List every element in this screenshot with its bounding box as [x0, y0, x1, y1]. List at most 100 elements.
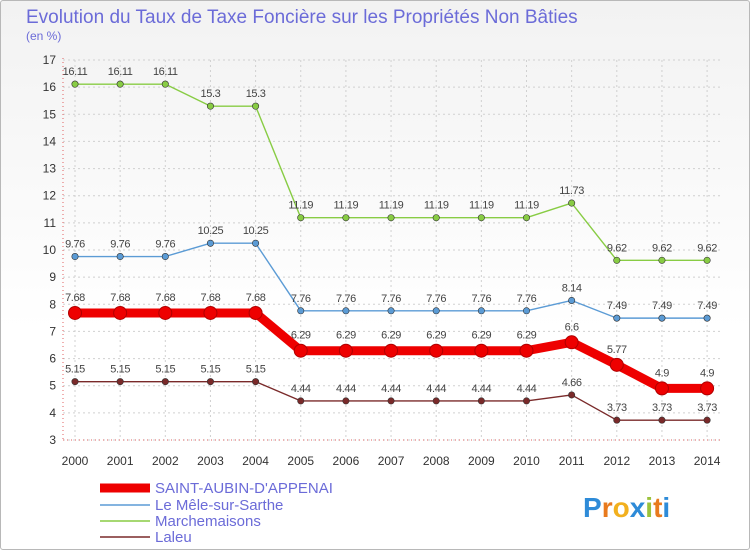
data-point — [568, 199, 576, 207]
data-label: 10.25 — [243, 225, 269, 237]
data-point — [71, 378, 79, 386]
y-tick-label: 10 — [43, 243, 57, 257]
data-label: 4.9 — [700, 367, 714, 379]
data-label: 15.3 — [246, 88, 266, 100]
x-tick-label: 2004 — [242, 454, 269, 468]
data-point — [342, 397, 350, 405]
series-2 — [71, 80, 711, 264]
data-label: 11.19 — [424, 200, 449, 212]
data-label: 6.29 — [336, 330, 356, 342]
data-label: 4.66 — [562, 377, 582, 389]
data-point — [71, 253, 79, 261]
data-point — [161, 378, 169, 386]
legend-label: SAINT-AUBIN-D'APPENAI — [155, 480, 333, 497]
data-label: 7.49 — [652, 300, 672, 312]
x-tick-label: 2013 — [649, 454, 676, 468]
x-tick-label: 2001 — [107, 454, 134, 468]
data-label: 4.44 — [336, 383, 356, 395]
data-label: 11.73 — [559, 185, 584, 197]
legend-label: Laleu — [155, 529, 192, 546]
data-label: 5.15 — [155, 364, 175, 376]
legend-label: Marchemaisons — [155, 513, 261, 530]
data-point — [703, 256, 711, 264]
data-label: 7.76 — [471, 293, 491, 305]
x-tick-label: 2003 — [197, 454, 224, 468]
data-point — [206, 102, 214, 110]
data-label: 6.6 — [565, 321, 579, 333]
data-label: 7.49 — [697, 300, 717, 312]
data-label: 4.9 — [655, 367, 669, 379]
x-tick-label: 2005 — [287, 454, 314, 468]
logo-letter: P — [583, 492, 602, 523]
data-label: 9.76 — [155, 239, 175, 251]
y-tick-label: 14 — [43, 134, 57, 148]
data-point — [342, 214, 350, 222]
data-point — [342, 307, 350, 315]
data-point — [474, 343, 489, 358]
data-label: 11.19 — [334, 200, 359, 212]
data-point — [613, 416, 621, 424]
data-label: 8.14 — [562, 282, 582, 294]
data-label: 9.62 — [652, 242, 672, 254]
data-label: 5.77 — [607, 344, 627, 356]
chart-title: Evolution du Taux de Taxe Foncière sur l… — [26, 7, 578, 28]
x-tick-label: 2007 — [378, 454, 405, 468]
logo-letter: t — [653, 492, 662, 523]
data-point — [522, 214, 530, 222]
data-point — [387, 397, 395, 405]
data-label: 7.68 — [201, 292, 221, 304]
data-point — [252, 378, 260, 386]
y-tick-label: 3 — [49, 433, 56, 447]
data-label: 9.76 — [110, 239, 130, 251]
x-tick-label: 2014 — [694, 454, 721, 468]
data-point — [116, 253, 124, 261]
data-label: 4.44 — [517, 383, 537, 395]
y-tick-label: 7 — [49, 324, 56, 338]
logo-letter: i — [662, 492, 670, 523]
data-label: 7.76 — [291, 293, 311, 305]
data-point — [206, 239, 214, 247]
data-label: 16.11 — [108, 66, 133, 78]
x-tick-label: 2006 — [333, 454, 360, 468]
data-point — [658, 256, 666, 264]
y-tick-label: 5 — [49, 379, 56, 393]
logo-letter: o — [613, 492, 630, 523]
x-tick-label: 2000 — [62, 454, 89, 468]
data-point — [161, 80, 169, 88]
y-tick-label: 15 — [43, 107, 57, 121]
data-point — [477, 214, 485, 222]
data-label: 5.15 — [201, 364, 221, 376]
y-tick-label: 12 — [43, 189, 57, 203]
series-0 — [68, 305, 715, 396]
data-label: 7.76 — [336, 293, 356, 305]
logo-letter: i — [645, 492, 653, 523]
data-label: 7.76 — [426, 293, 446, 305]
data-label: 7.68 — [110, 292, 130, 304]
data-point — [297, 307, 305, 315]
data-point — [387, 214, 395, 222]
data-label: 6.29 — [426, 330, 446, 342]
data-point — [297, 397, 305, 405]
data-point — [203, 305, 218, 320]
logo-letter: r — [602, 492, 613, 523]
data-point — [522, 397, 530, 405]
data-point — [658, 416, 666, 424]
data-label: 5.15 — [110, 364, 130, 376]
data-label: 7.68 — [65, 292, 85, 304]
y-tick-label: 17 — [43, 53, 57, 67]
legend-label: Le Mêle-sur-Sarthe — [155, 497, 283, 514]
data-point — [700, 381, 715, 396]
y-tick-label: 9 — [49, 270, 56, 284]
data-point — [252, 239, 260, 247]
data-point — [68, 305, 82, 320]
data-point — [71, 80, 79, 88]
data-label: 6.29 — [517, 330, 537, 342]
series-3 — [71, 378, 711, 424]
logo-text: Proxiti — [583, 492, 670, 523]
data-point — [609, 357, 624, 372]
y-tick-label: 13 — [43, 162, 57, 176]
data-point — [477, 307, 485, 315]
data-label: 4.44 — [471, 383, 491, 395]
data-label: 7.76 — [517, 293, 537, 305]
data-label: 7.76 — [381, 293, 401, 305]
